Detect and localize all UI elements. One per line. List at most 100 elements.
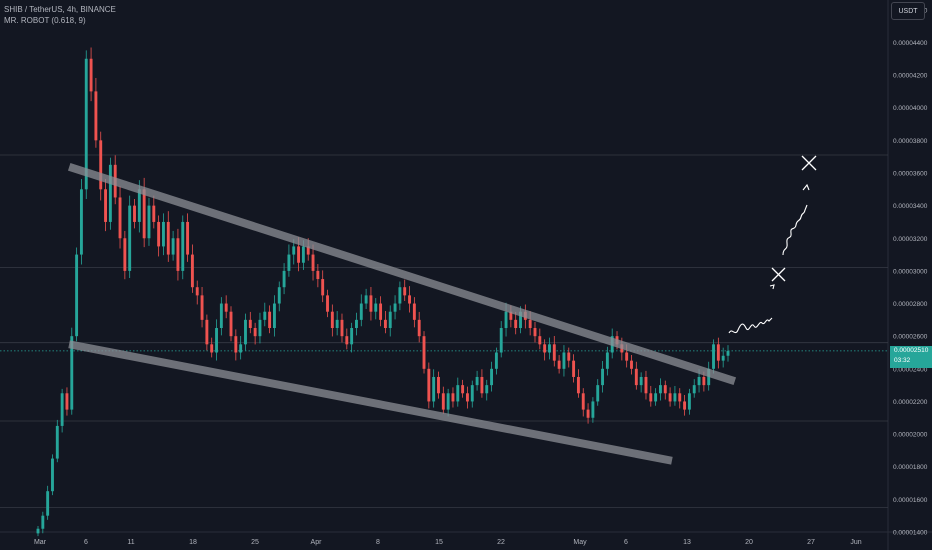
candle-body: [205, 319, 209, 345]
candle-body: [142, 189, 146, 239]
x-tick-label: 6: [624, 539, 628, 546]
upper-trendline: [67, 162, 737, 386]
x-tick-label: 15: [435, 539, 443, 546]
candle-body: [504, 311, 508, 329]
symbol-legend: SHIB / TetherUS, 4h, BINANCE: [4, 5, 116, 14]
candle-body: [494, 352, 498, 369]
candle-body: [668, 393, 672, 402]
candle-body: [519, 311, 522, 329]
candle-body: [190, 254, 194, 288]
candle-body: [465, 393, 469, 402]
candle-body: [118, 197, 122, 239]
candle-body: [601, 368, 604, 386]
target-x-marker-1: [771, 267, 786, 282]
candle-body: [451, 393, 455, 402]
y-tick-label: 0.00002200: [893, 399, 928, 406]
indicator-legend: MR. ROBOT (0.618, 9): [4, 16, 86, 25]
candle-body: [239, 344, 243, 353]
currency-button[interactable]: USDT: [891, 2, 925, 20]
y-tick-label: 0.00001600: [893, 497, 928, 504]
candle-body: [330, 311, 334, 329]
candle-body: [576, 376, 580, 394]
candle-body: [552, 344, 556, 361]
candle-body: [581, 393, 585, 410]
candle-body: [359, 303, 363, 320]
candle-body: [94, 91, 98, 141]
candle-body: [55, 425, 59, 459]
candle-body: [480, 376, 484, 394]
candle-body: [639, 376, 643, 386]
x-tick-label: 20: [745, 539, 753, 546]
candle-body: [326, 295, 329, 312]
candle-body: [253, 328, 257, 337]
candle-body: [287, 254, 291, 271]
candle-body: [509, 311, 513, 320]
candle-body: [133, 205, 136, 222]
candle-body: [340, 319, 344, 337]
x-tick-label: 13: [683, 539, 691, 546]
candle-body: [408, 295, 411, 304]
candle-body: [157, 221, 161, 247]
candle-body: [181, 221, 185, 271]
candle-body: [726, 350, 730, 356]
candle-body: [721, 355, 725, 361]
candle-body: [417, 319, 421, 337]
candle-body: [272, 303, 276, 329]
candle-body: [41, 515, 45, 529]
candle-body: [572, 360, 576, 377]
x-tick-label: Apr: [311, 539, 323, 546]
x-tick-label: May: [573, 539, 587, 546]
candle-body: [263, 311, 267, 320]
x-tick-label: Mar: [34, 539, 47, 546]
candle-body: [659, 385, 662, 394]
candle-body: [219, 303, 223, 329]
candle-body: [374, 303, 378, 312]
candle-body: [268, 311, 272, 329]
candle-body: [364, 295, 368, 304]
candle-body: [683, 401, 687, 410]
candle-body: [403, 287, 407, 296]
candle-body: [441, 393, 445, 410]
y-tick-label: 0.00004000: [893, 105, 928, 112]
candle-body: [432, 376, 436, 402]
candle-body: [301, 246, 305, 263]
candle-body: [475, 376, 479, 386]
candle-body: [422, 336, 426, 369]
projection-arrowhead-1: [769, 284, 775, 290]
candle-body: [644, 376, 648, 394]
candle-body: [499, 328, 503, 353]
candle-body: [171, 238, 175, 255]
candle-body: [437, 376, 440, 394]
candle-body: [166, 221, 170, 255]
bar-countdown: 03:32: [894, 357, 911, 364]
candle-body: [692, 385, 696, 394]
candle-body: [702, 376, 706, 386]
candle-body: [634, 368, 638, 386]
candle-body: [210, 344, 214, 353]
y-tick-label: 0.00004200: [893, 73, 928, 80]
candle-body: [412, 303, 416, 320]
candle-body: [687, 393, 691, 410]
candle-body: [36, 528, 40, 534]
candle-body: [393, 303, 397, 312]
y-tick-label: 0.00002600: [893, 334, 928, 341]
candle-body: [712, 344, 715, 369]
candle-body: [234, 336, 238, 353]
candle-body: [514, 319, 518, 329]
y-tick-label: 0.00001400: [893, 530, 928, 537]
candle-body: [630, 360, 633, 369]
target-x-marker-2: [801, 155, 817, 171]
candle-body: [176, 238, 180, 271]
projection-squiggle-1: [728, 317, 773, 334]
candle-body: [383, 319, 387, 329]
candle-body: [528, 319, 532, 329]
candle-body: [427, 368, 431, 402]
candle-body: [65, 393, 69, 410]
candle-body: [229, 311, 233, 337]
candle-body: [186, 221, 190, 255]
candle-body: [70, 336, 74, 410]
x-tick-label: 22: [497, 539, 505, 546]
x-tick-label: 8: [376, 539, 380, 546]
candle-body: [123, 238, 127, 271]
